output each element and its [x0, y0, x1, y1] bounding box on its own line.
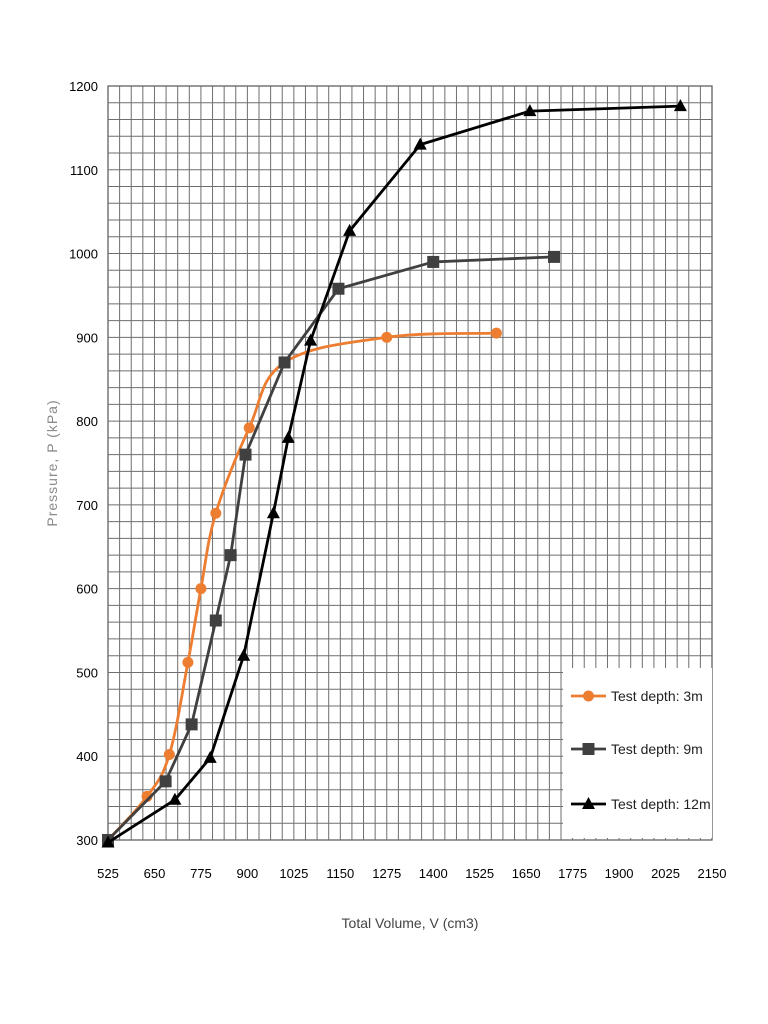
data-point	[413, 137, 427, 150]
y-axis-title: Pressure, P (kPa)	[44, 399, 60, 526]
data-point	[343, 223, 357, 236]
series-3	[101, 99, 687, 848]
x-tick-label: 1900	[605, 866, 634, 881]
x-tick-label: 1150	[326, 866, 354, 881]
legend-label: Test depth: 3m	[611, 688, 703, 704]
data-point	[237, 648, 251, 661]
y-tick-label: 600	[76, 582, 98, 597]
data-point	[210, 507, 222, 519]
x-tick-label: 2025	[651, 866, 680, 881]
legend: Test depth: 3m Test depth: 9m Test depth: …	[563, 668, 712, 838]
data-point	[490, 327, 502, 339]
x-tick-label: 1400	[419, 866, 448, 881]
y-tick-label: 400	[76, 749, 98, 764]
x-tick-label: 775	[190, 866, 212, 881]
data-point	[182, 656, 194, 668]
y-tick-label: 700	[76, 498, 98, 513]
data-point	[523, 104, 537, 117]
x-axis-ticks: 525 650 775 900 1025 1150 1275 1400 1525 1650 1775…	[97, 866, 726, 881]
data-point	[266, 506, 280, 519]
y-tick-label: 300	[76, 833, 98, 848]
data-point	[381, 331, 393, 343]
x-tick-label: 1775	[558, 866, 587, 881]
y-tick-label: 1200	[69, 79, 98, 94]
y-tick-label: 800	[76, 414, 98, 429]
legend-marker	[582, 743, 595, 755]
data-point	[101, 835, 115, 848]
x-tick-label: 900	[237, 866, 259, 881]
data-point	[281, 430, 295, 443]
data-point	[203, 750, 217, 763]
x-tick-label: 1650	[512, 866, 541, 881]
y-tick-label: 1100	[70, 163, 98, 178]
legend-label: Test depth: 12m	[611, 796, 711, 812]
x-tick-label: 2150	[698, 866, 727, 881]
data-point	[278, 356, 291, 369]
x-tick-label: 1525	[465, 866, 494, 881]
x-tick-label: 525	[97, 866, 119, 881]
data-point	[304, 333, 318, 346]
data-point	[427, 255, 440, 268]
y-tick-label: 1000	[69, 247, 98, 262]
legend-marker	[582, 797, 595, 809]
data-point	[185, 718, 198, 731]
data-point	[209, 614, 222, 627]
data-point	[195, 583, 207, 595]
legend-label: Test depth: 9m	[611, 741, 703, 757]
data-point	[163, 749, 175, 761]
data-point	[224, 549, 237, 562]
x-tick-label: 1025	[279, 866, 308, 881]
data-point	[168, 792, 182, 805]
legend-marker	[583, 690, 594, 702]
series-line	[107, 255, 555, 841]
y-tick-label: 500	[76, 665, 98, 680]
x-tick-label: 650	[144, 866, 166, 881]
series-line	[106, 331, 497, 841]
data-point	[332, 282, 345, 295]
y-axis-ticks: 300 400 500 600 700 800 900 1000 1100 1200	[69, 79, 98, 848]
grid-lines	[107, 85, 713, 841]
data-point	[243, 422, 255, 434]
data-point	[548, 250, 561, 263]
data-point	[159, 775, 172, 788]
y-tick-label: 900	[76, 330, 98, 345]
x-tick-label: 1275	[372, 866, 401, 881]
data-point	[239, 448, 252, 461]
x-axis-title: Total Volume, V (cm3)	[342, 915, 479, 931]
series-layer	[101, 99, 687, 848]
data-point	[673, 99, 687, 112]
